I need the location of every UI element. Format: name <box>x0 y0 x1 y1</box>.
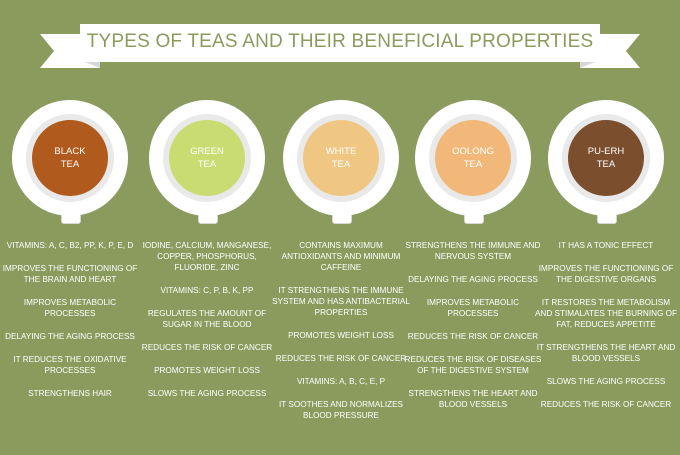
tea-column-oolong: OOLONG TEA STRENGTHENS THE IMMUNE AND NE… <box>405 100 541 409</box>
tea-column-black: BLACK TEA VITAMINS: A, C, B2, PP, K, P, … <box>3 100 137 398</box>
property-item: REDUCES THE RISK OF CANCER <box>141 343 273 352</box>
tea-circle-oolong: OOLONG TEA <box>435 120 511 196</box>
tea-name-line1: WHITE <box>325 146 357 157</box>
property-item: IT STRENGTHENS THE HEART AND BLOOD VESSE… <box>536 343 676 363</box>
property-item: CONTAINS MAXIMUM ANTIOXIDANTS AND MINIMU… <box>281 241 401 272</box>
tea-name-line2: TEA <box>60 159 80 170</box>
property-item: DELAYING THE AGING PROCESS <box>408 275 538 284</box>
property-item: PROMOTES WEIGHT LOSS <box>288 331 394 340</box>
property-item: IMPROVES METABOLIC PROCESSES <box>426 298 520 318</box>
property-item: STRENGTHENS THE HEART AND BLOOD VESSELS <box>408 389 538 409</box>
page-title: TYPES OF TEAS AND THEIR BENEFICIAL PROPE… <box>86 31 594 52</box>
property-item: IT RESTORES THE METABOLISM AND STIMALATE… <box>534 298 678 329</box>
tea-column-white: WHITE TEA CONTAINS MAXIMUM ANTIOXIDANTS … <box>272 100 410 420</box>
tea-column-puerh: PU-ERH TEA IT HAS A TONIC EFFECT IMPROVE… <box>535 100 677 409</box>
property-list: IT HAS A TONIC EFFECT IMPROVES THE FUNCT… <box>534 240 678 422</box>
property-item: REDUCES THE RISK OF CANCER <box>540 400 672 409</box>
tea-circle-black: BLACK TEA <box>32 120 108 196</box>
banner-ribbon-shape <box>40 24 640 68</box>
property-item: SLOWS THE AGING PROCESS <box>147 389 267 398</box>
tea-cup-green: GREEN TEA <box>143 100 271 224</box>
property-item: STRENGTHENS HAIR <box>28 389 112 398</box>
tea-name-line2: TEA <box>463 159 483 170</box>
tea-name-line1: OOLONG <box>452 146 494 157</box>
property-item: STRENGTHENS THE IMMUNE AND NERVOUS SYSTE… <box>405 241 541 261</box>
property-item: IT HAS A TONIC EFFECT <box>558 241 654 250</box>
tea-cup-puerh: PU-ERH TEA <box>542 100 670 224</box>
property-item: IMPROVES METABOLIC PROCESSES <box>23 298 117 318</box>
property-item: VITAMINS: C, P, B, K, PP <box>160 286 254 295</box>
tea-name-line1: BLACK <box>54 146 86 157</box>
property-item: PROMOTES WEIGHT LOSS <box>154 366 260 375</box>
property-item: IT STRENGTHENS THE IMMUNE SYSTEM AND HAS… <box>272 286 410 317</box>
property-item: DELAYING THE AGING PROCESS <box>5 332 135 341</box>
property-item: IT SOOTHES AND NORMALIZES BLOOD PRESSURE <box>278 400 404 420</box>
tea-cup-oolong: OOLONG TEA <box>409 100 537 224</box>
property-item: IMPROVES THE FUNCTIONING OF THE BRAIN AN… <box>2 264 138 284</box>
property-item: VITAMINS: A, C, B2, PP, K, P, E, D <box>6 241 134 250</box>
tea-column-green: GREEN TEA IODINE, CALCIUM, MANGANESE, CO… <box>142 100 272 398</box>
tea-name-line2: TEA <box>331 159 351 170</box>
property-item: REDUCES THE RISK OF DISEASES OF THE DIGE… <box>404 355 542 375</box>
tea-name-line2: TEA <box>596 159 616 170</box>
tea-cup-white: WHITE TEA <box>277 100 405 224</box>
tea-circle-puerh: PU-ERH TEA <box>568 120 644 196</box>
property-list: STRENGTHENS THE IMMUNE AND NERVOUS SYSTE… <box>401 240 545 422</box>
tea-name-line2: TEA <box>197 159 217 170</box>
tea-name-line1: PU-ERH <box>587 146 625 157</box>
property-list: VITAMINS: A, C, B2, PP, K, P, E, D IMPRO… <box>0 240 142 411</box>
property-item: REDUCES THE RISK OF CANCER <box>407 332 539 341</box>
property-item: VITAMINS: A, B, C, E, P <box>296 377 386 386</box>
property-item: IODINE, CALCIUM, MANGANESE, COPPER, PHOS… <box>142 241 272 272</box>
property-list: CONTAINS MAXIMUM ANTIOXIDANTS AND MINIMU… <box>269 240 413 433</box>
property-item: REGULATES THE AMOUNT OF SUGAR IN THE BLO… <box>147 309 267 329</box>
title-banner: TYPES OF TEAS AND THEIR BENEFICIAL PROPE… <box>40 18 640 76</box>
property-list: IODINE, CALCIUM, MANGANESE, COPPER, PHOS… <box>135 240 279 411</box>
tea-name-line1: GREEN <box>190 146 224 157</box>
property-item: SLOWS THE AGING PROCESS <box>546 377 666 386</box>
property-item: IMPROVES THE FUNCTIONING OF THE DIGESTIV… <box>538 264 674 284</box>
tea-circle-green: GREEN TEA <box>169 120 245 196</box>
tea-cup-black: BLACK TEA <box>6 100 134 224</box>
property-item: IT REDUCES THE OXIDATIVE PROCESSES <box>13 355 127 375</box>
tea-circle-white: WHITE TEA <box>303 120 379 196</box>
property-item: REDUCES THE RISK OF CANCER <box>275 354 407 363</box>
